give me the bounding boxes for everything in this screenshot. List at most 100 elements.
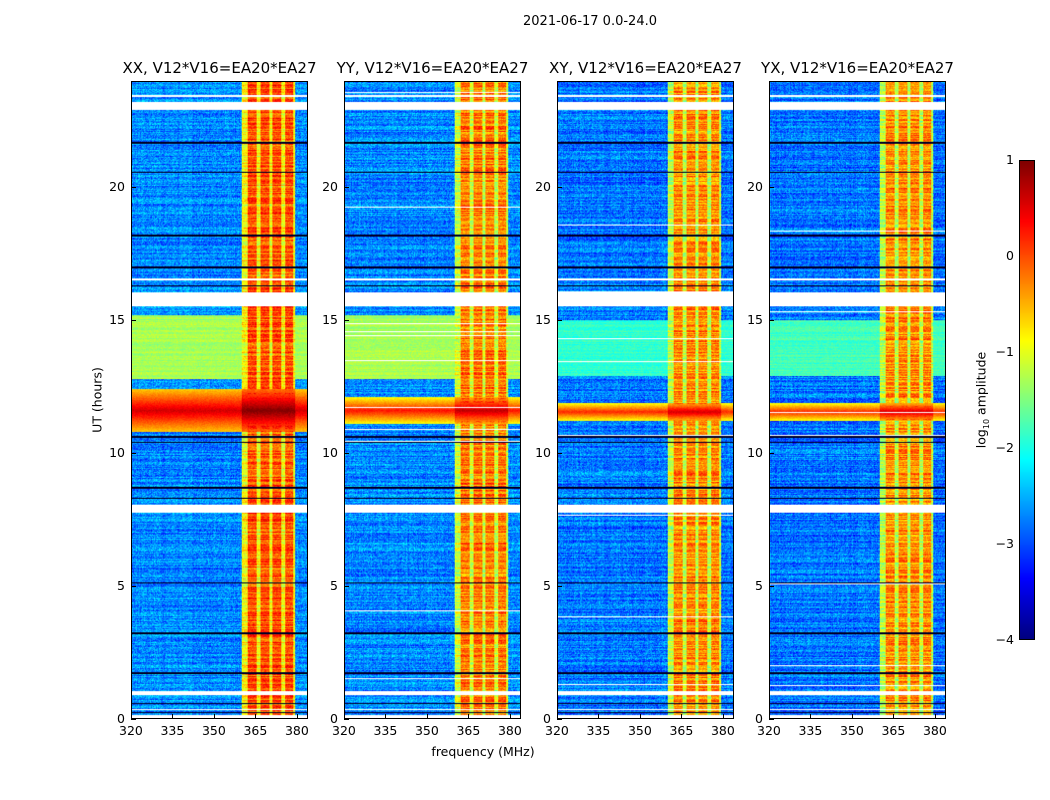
y-tick-label: 10 [109, 445, 125, 461]
x-tick-mark [426, 714, 428, 719]
y-tick-mark [557, 586, 562, 588]
y-tick-label: 0 [330, 711, 338, 726]
x-tick-label: 320 [545, 723, 569, 738]
y-tick-mark [557, 187, 562, 189]
y-tick-mark [769, 187, 774, 189]
x-tick-mark [722, 714, 724, 719]
colorbar-tick-label: −3 [995, 536, 1014, 551]
y-tick-label: 0 [543, 711, 551, 726]
y-tick-label: 15 [322, 312, 338, 328]
x-tick-label: 335 [586, 723, 611, 738]
panel-title: XY, V12*V16=EA20*EA27 [549, 59, 742, 77]
x-tick-label: 380 [710, 723, 735, 738]
x-tick-mark [557, 714, 558, 719]
x-tick-label: 320 [757, 723, 781, 738]
x-tick-mark [344, 714, 345, 719]
colorbar-tick-label: −2 [995, 440, 1014, 455]
x-tick-mark [131, 714, 132, 719]
y-tick-mark [344, 187, 349, 189]
x-tick-label: 350 [414, 723, 439, 738]
y-tick-mark [769, 320, 774, 322]
x-tick-mark [769, 714, 770, 719]
heatmap-panel-2 [344, 81, 521, 719]
colorbar-label: log10 amplitude [973, 352, 991, 448]
x-tick-mark [681, 714, 683, 719]
colorbar-label-suffix: amplitude [973, 351, 989, 419]
heatmap-image [770, 82, 945, 718]
y-tick-mark [131, 453, 136, 455]
y-tick-label: 0 [755, 711, 763, 726]
y-tick-label: 20 [322, 179, 338, 195]
y-tick-mark [344, 719, 349, 720]
x-tick-mark [213, 714, 215, 719]
x-tick-mark [255, 714, 257, 719]
y-tick-mark [557, 719, 562, 720]
x-tick-mark [385, 714, 387, 719]
colorbar-label-prefix: log [973, 429, 989, 449]
x-tick-label: 365 [243, 723, 268, 738]
y-tick-mark [131, 719, 136, 720]
y-tick-label: 20 [109, 179, 125, 195]
y-tick-label: 15 [535, 312, 551, 328]
heatmap-panel-1 [131, 81, 308, 719]
y-tick-mark [344, 453, 349, 455]
x-tick-mark [172, 714, 174, 719]
colorbar [1019, 160, 1035, 640]
y-tick-label: 10 [535, 445, 551, 461]
x-tick-label: 380 [922, 723, 947, 738]
y-tick-label: 5 [330, 578, 338, 594]
x-tick-label: 335 [798, 723, 823, 738]
panel-title: YY, V12*V16=EA20*EA27 [336, 59, 529, 77]
colorbar-tick-label: 1 [1006, 152, 1014, 167]
heatmap-image [558, 82, 733, 718]
colorbar-gradient [1020, 161, 1034, 639]
x-tick-label: 335 [160, 723, 185, 738]
y-tick-mark [557, 453, 562, 455]
y-tick-mark [557, 320, 562, 322]
y-tick-mark [131, 320, 136, 322]
y-tick-label: 15 [109, 312, 125, 328]
colorbar-tick-label: −1 [995, 344, 1014, 359]
y-tick-label: 5 [755, 578, 763, 594]
heatmap-image [132, 82, 307, 718]
y-tick-label: 10 [322, 445, 338, 461]
y-tick-mark [131, 187, 136, 189]
y-tick-mark [769, 453, 774, 455]
heatmap-panel-4 [769, 81, 946, 719]
x-tick-label: 320 [332, 723, 356, 738]
figure-suptitle: 2021-06-17 0.0-24.0 [523, 14, 657, 29]
x-tick-mark [296, 714, 298, 719]
heatmap-image [345, 82, 520, 718]
x-tick-label: 350 [627, 723, 652, 738]
x-tick-label: 335 [373, 723, 398, 738]
panel-title: YX, V12*V16=EA20*EA27 [761, 59, 954, 77]
x-tick-label: 380 [497, 723, 522, 738]
y-tick-mark [769, 719, 774, 720]
x-tick-label: 350 [839, 723, 864, 738]
x-tick-mark [598, 714, 600, 719]
y-tick-mark [344, 586, 349, 588]
x-tick-mark [509, 714, 511, 719]
y-tick-label: 5 [117, 578, 125, 594]
y-tick-label: 5 [543, 578, 551, 594]
x-tick-mark [810, 714, 812, 719]
y-tick-label: 10 [747, 445, 763, 461]
x-tick-mark [639, 714, 641, 719]
y-tick-mark [344, 320, 349, 322]
heatmap-panel-3 [557, 81, 734, 719]
x-tick-label: 320 [119, 723, 143, 738]
y-tick-mark [769, 586, 774, 588]
colorbar-label-sub: 10 [981, 418, 991, 430]
x-tick-label: 365 [669, 723, 694, 738]
x-axis-label: frequency (MHz) [431, 744, 535, 759]
y-tick-label: 20 [535, 179, 551, 195]
x-tick-mark [851, 714, 853, 719]
y-tick-mark [131, 586, 136, 588]
y-tick-label: 15 [747, 312, 763, 328]
x-tick-label: 365 [881, 723, 906, 738]
colorbar-tick-label: 0 [1006, 248, 1014, 263]
y-tick-label: 0 [117, 711, 125, 726]
x-tick-mark [468, 714, 470, 719]
colorbar-tick-label: −4 [995, 632, 1014, 647]
